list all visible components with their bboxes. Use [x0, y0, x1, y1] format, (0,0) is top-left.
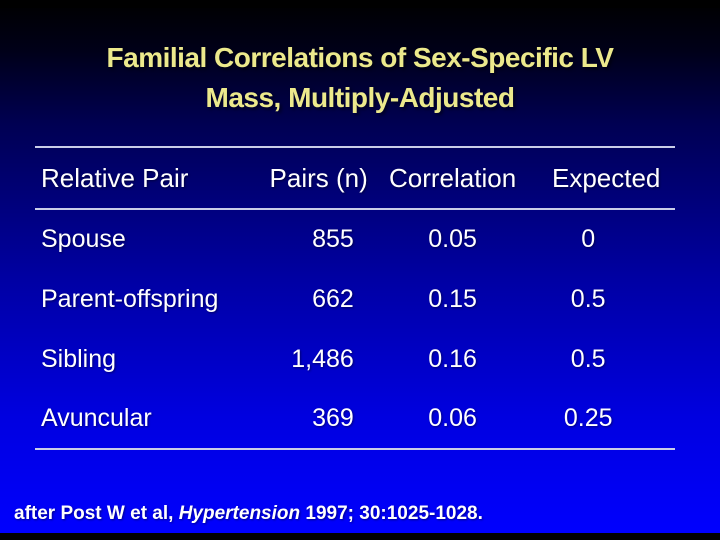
cell-pairs-n: 662 — [312, 284, 354, 313]
cell-expected: 0 — [581, 225, 596, 253]
slide-title: Familial Correlations of Sex-Specific LV… — [0, 38, 720, 118]
cell-pairs-n: 1,486 — [291, 344, 354, 373]
slide-title-line-2: Mass, Multiply-Adjusted — [205, 82, 515, 113]
table-row: Parent-offspring 662 0.15 0.5 — [35, 269, 675, 329]
cell-expected: 0.5 — [570, 284, 606, 313]
cell-relative-pair: Avuncular — [35, 389, 247, 450]
table-header-row: Relative Pair Pairs (n) Correlation Expe… — [35, 147, 675, 210]
cell-pairs-n: 369 — [246, 389, 368, 450]
citation-prefix: after Post W et al, — [14, 503, 179, 524]
cell-correlation: 0.05 — [428, 225, 477, 253]
citation: after Post W et al, Hypertension 1997; 3… — [14, 501, 483, 527]
cell-expected: 0.25 — [537, 389, 675, 450]
column-header-expected: Expected — [537, 147, 675, 210]
column-header-pairs-n: Pairs (n) — [246, 147, 368, 210]
cell-relative-pair: Parent-offspring — [41, 284, 219, 313]
cell-correlation: 0.16 — [428, 344, 477, 373]
cell-expected: 0.5 — [570, 344, 606, 373]
correlation-table-container: Relative Pair Pairs (n) Correlation Expe… — [35, 146, 675, 450]
citation-suffix: 1997; 30:1025-1028. — [300, 503, 483, 524]
table-row: Avuncular 369 0.06 0.25 — [35, 389, 675, 450]
cell-relative-pair: Spouse — [41, 225, 126, 253]
table-row: Sibling 1,486 0.16 0.5 — [35, 329, 675, 389]
cell-relative-pair: Sibling — [41, 344, 117, 373]
table-row: Spouse 855 0.05 0 — [35, 209, 675, 269]
slide-title-line-1: Familial Correlations of Sex-Specific LV — [106, 42, 614, 73]
cell-correlation: 0.06 — [367, 389, 538, 450]
cell-correlation: 0.15 — [428, 284, 477, 313]
column-header-relative-pair: Relative Pair — [35, 147, 247, 210]
column-header-correlation: Correlation — [367, 147, 538, 210]
correlation-table: Relative Pair Pairs (n) Correlation Expe… — [35, 146, 675, 450]
cell-pairs-n: 855 — [312, 225, 354, 253]
citation-journal-name: Hypertension — [178, 503, 301, 524]
